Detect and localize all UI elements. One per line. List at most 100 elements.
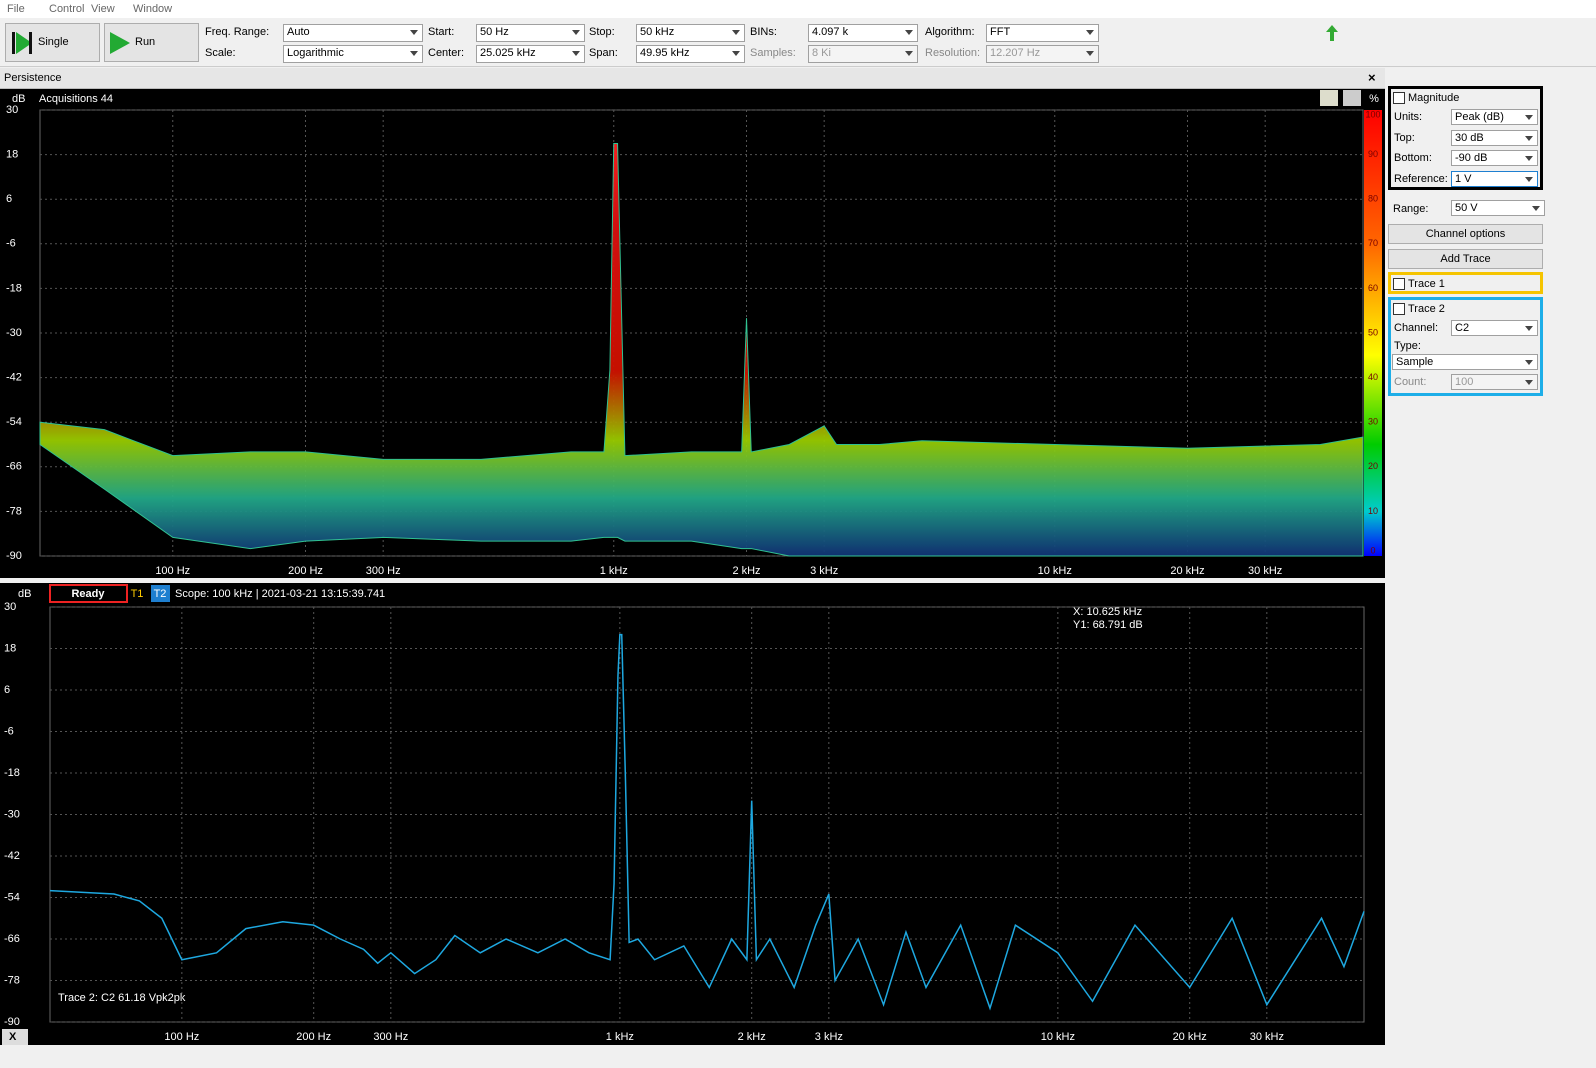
- field-label: Algorithm:: [925, 26, 975, 38]
- percent-tick-label: 50: [1368, 327, 1378, 337]
- y-tick-label: -90: [4, 1016, 20, 1028]
- channel-options[interactable]: Channel options: [1388, 224, 1543, 244]
- acquisitions: Acquisitions 44: [39, 93, 113, 105]
- units-dropdown[interactable]: Peak (dB): [1451, 109, 1538, 125]
- x-tick-label: 2 kHz: [738, 1031, 766, 1043]
- clear-button[interactable]: [1320, 90, 1338, 106]
- x-tick-label: 100 Hz: [155, 565, 190, 577]
- x-tick-label: 3 kHz: [810, 565, 838, 577]
- field-dropdown[interactable]: Logarithmic: [283, 45, 423, 63]
- percent-tick-label: 100: [1365, 109, 1380, 119]
- trace2-checkbox[interactable]: [1393, 303, 1405, 315]
- channel-dropdown[interactable]: C2: [1451, 320, 1538, 336]
- y-unit: dB: [18, 588, 31, 600]
- field-label: Span:: [589, 47, 618, 59]
- x-button[interactable]: X: [9, 1031, 17, 1043]
- y-tick-label: -54: [6, 416, 22, 428]
- top-dropdown[interactable]: 30 dB: [1451, 130, 1538, 146]
- reference-dropdown[interactable]: 1 V: [1451, 171, 1538, 187]
- single-label: Single: [38, 36, 69, 48]
- bottom-dropdown[interactable]: -90 dB: [1451, 150, 1538, 166]
- persistence-titlebar: Persistence ×: [0, 68, 1385, 89]
- x-tick-label: 200 Hz: [288, 565, 323, 577]
- y-tick-label: -66: [4, 933, 20, 945]
- y-tick-label: -42: [4, 850, 20, 862]
- t2[interactable]: T2: [154, 588, 167, 600]
- t1[interactable]: T1: [131, 588, 144, 600]
- single-button[interactable]: Single: [5, 23, 100, 62]
- persistence-band: [39, 142, 1364, 557]
- y-unit: dB: [12, 93, 25, 105]
- y-tick-label: -18: [4, 767, 20, 779]
- percent-unit: %: [1369, 93, 1379, 105]
- percent-tick-label: 60: [1368, 283, 1378, 293]
- x-tick-label: 10 kHz: [1041, 1031, 1075, 1043]
- channel-label: Channel:: [1394, 322, 1439, 334]
- trace1-checkbox[interactable]: [1393, 278, 1405, 290]
- percent-tick-label: 30: [1368, 417, 1378, 427]
- top-label: Top:: [1394, 132, 1415, 144]
- run-label: Run: [135, 36, 156, 48]
- field-dropdown[interactable]: Auto: [283, 24, 423, 42]
- x-tick-label: 20 kHz: [1170, 565, 1204, 577]
- range-dropdown[interactable]: 50 V: [1451, 200, 1545, 216]
- spectrum-trace: [49, 633, 1365, 1011]
- field-dropdown[interactable]: 50 kHz: [636, 24, 745, 42]
- x-tick-label: 10 kHz: [1038, 565, 1072, 577]
- x-tick-label: 30 kHz: [1250, 1031, 1284, 1043]
- trace2-label: Trace 2: [1408, 303, 1445, 315]
- scope-info: Scope: 100 kHz | 2021-03-21 13:15:39.741: [175, 588, 385, 600]
- field-dropdown[interactable]: 25.025 kHz: [476, 45, 585, 63]
- y-tick-label: -78: [6, 505, 22, 517]
- count-label: Count:: [1394, 376, 1427, 388]
- field-dropdown[interactable]: FFT: [986, 24, 1099, 42]
- trace-label: Trace 2: C2 61.18 Vpk2pk: [58, 992, 186, 1004]
- menu-item[interactable]: Control: [49, 3, 85, 15]
- y-tick-label: 30: [6, 104, 18, 116]
- y-tick-label: 6: [4, 684, 10, 696]
- count-dropdown: 100: [1451, 374, 1538, 390]
- magnitude-box: [1388, 86, 1543, 190]
- y-tick-label: -6: [4, 725, 14, 737]
- field-dropdown[interactable]: 49.95 kHz: [636, 45, 745, 63]
- trace1-box: [1388, 272, 1543, 294]
- status-box: [49, 584, 128, 603]
- y-tick-label: 6: [6, 193, 12, 205]
- x-button-bg[interactable]: [2, 1029, 28, 1045]
- field-label: Samples:: [750, 47, 796, 59]
- y-tick-label: -54: [4, 891, 20, 903]
- trace2-box: [1388, 297, 1543, 396]
- menu-item[interactable]: Window: [133, 3, 173, 15]
- color-scale: [1364, 110, 1382, 556]
- close-icon[interactable]: ×: [1368, 70, 1376, 85]
- settings-button[interactable]: [1343, 90, 1361, 106]
- status: Ready: [71, 588, 105, 600]
- magnitude-checkbox[interactable]: [1393, 92, 1405, 104]
- run-button[interactable]: Run: [104, 23, 199, 62]
- field-dropdown[interactable]: 50 Hz: [476, 24, 585, 42]
- x-tick-label: 300 Hz: [366, 565, 401, 577]
- field-dropdown[interactable]: 4.097 k: [808, 24, 918, 42]
- type-dropdown[interactable]: Sample: [1392, 354, 1538, 370]
- y-tick-label: -30: [4, 808, 20, 820]
- add-trace[interactable]: Add Trace: [1388, 249, 1543, 269]
- x-tick-label: 30 kHz: [1248, 565, 1282, 577]
- x-tick-label: 1 kHz: [600, 565, 628, 577]
- status-arrow: [1326, 25, 1338, 41]
- range-label: Range:: [1393, 203, 1429, 215]
- menu-item[interactable]: File: [7, 3, 25, 15]
- field-label: Center:: [428, 47, 465, 59]
- spectrum-bg: [0, 583, 1385, 1045]
- toolbar: Single Run Freq. Range: Auto Scale: Logarit…: [0, 19, 1596, 67]
- bottom-label: Bottom:: [1394, 152, 1432, 164]
- persistence-title: Persistence: [4, 72, 62, 84]
- field-label: BINs:: [750, 26, 777, 38]
- units-label: Units:: [1394, 111, 1423, 123]
- x-tick-label: 2 kHz: [732, 565, 760, 577]
- menu-item[interactable]: View: [91, 3, 115, 15]
- y-tick-label: -78: [4, 974, 20, 986]
- y-tick-label: -18: [6, 282, 22, 294]
- percent-tick-label: 10: [1368, 506, 1378, 516]
- trace1-label: Trace 1: [1408, 278, 1445, 290]
- field-label: Scale:: [205, 47, 236, 59]
